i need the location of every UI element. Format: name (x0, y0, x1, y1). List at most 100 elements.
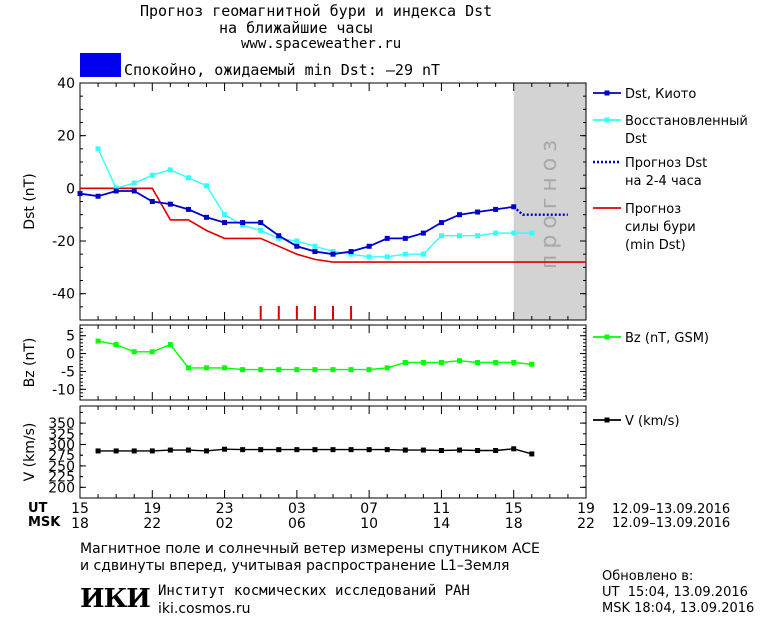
x-tick-label-ut: 19 (143, 501, 161, 517)
dst-kyoto-point (438, 220, 444, 226)
dst-kyoto-point (457, 212, 462, 218)
bz-point (167, 342, 173, 348)
bz-point (149, 349, 155, 355)
dst-kyoto-point (240, 220, 246, 226)
x-tick-label-ut: 19 (577, 501, 595, 517)
bz-point (276, 367, 282, 373)
dst-kyoto-point (475, 209, 481, 215)
bz-point (493, 360, 499, 365)
forecast-region-label: прогноз (537, 134, 562, 269)
y-tick-label: 5 (66, 329, 75, 345)
dst-kyoto-point (149, 199, 155, 204)
dst-kyoto-point (312, 249, 318, 255)
legend-dst-forecast-label: Прогноз Dst (625, 156, 707, 171)
bz-point (384, 365, 390, 371)
forecast-region (513, 83, 586, 320)
x-tick-label-msk: 14 (433, 516, 451, 532)
dst-restored-point (348, 251, 354, 257)
v-point (366, 447, 372, 453)
legend-storm-min-label: силы бури (625, 220, 696, 235)
dst-restored-point (511, 230, 517, 236)
bz-point (348, 367, 354, 373)
bz-point (330, 367, 336, 373)
v-point (167, 447, 173, 453)
bz-point (402, 360, 408, 365)
legend-dst-restored-swatch-marker (604, 117, 610, 123)
legend-dst-restored-label: Dst (625, 132, 647, 147)
v-point (312, 447, 318, 453)
v-point (95, 448, 101, 454)
dst-restored-point (149, 172, 155, 178)
dst-restored-point (185, 175, 191, 181)
ut-date-range: 12.09–13.09.2016 (612, 502, 731, 517)
site-url[interactable]: www.spaceweather.ru (241, 36, 402, 52)
dst-restored-point (457, 233, 462, 239)
x-tick-label-msk: 10 (360, 516, 378, 532)
dst-restored-point (529, 230, 535, 236)
dst-restored-point (204, 183, 209, 189)
y-tick-label: 275 (48, 448, 75, 464)
v-point (493, 448, 499, 454)
legend-storm-min-label: (min Dst) (625, 238, 686, 253)
v-point (529, 451, 535, 457)
dst-restored-point (438, 233, 444, 239)
y-tick-label: 0 (66, 181, 75, 197)
dst-kyoto-point (402, 235, 408, 241)
bz-panel: 5 0-5 -10 Bz (nT) (22, 324, 587, 401)
v-point (185, 447, 191, 453)
bz-point (240, 367, 246, 373)
dst-kyoto-point (131, 188, 137, 194)
dst-kyoto-point (348, 249, 354, 255)
x-tick-label-msk: 22 (577, 516, 595, 532)
msk-date-range: 12.09–13.09.2016 (612, 516, 731, 531)
dst-kyoto-point (167, 201, 173, 207)
dst-kyoto-point (511, 204, 517, 210)
dst-restored-point (312, 243, 318, 249)
v-point (348, 447, 354, 453)
dst-restored-point (95, 146, 101, 152)
dst-kyoto-point (77, 191, 83, 197)
legend-dst-restored-label: Восстановленный (625, 114, 748, 129)
y-tick-label: -40 (52, 287, 75, 303)
title-line-2: на ближайшие часы (219, 19, 373, 37)
v-point (402, 447, 408, 453)
dst-kyoto-point (493, 206, 499, 212)
dst-kyoto-point (294, 243, 300, 249)
y-tick-label: 350 (48, 416, 75, 432)
dst-kyoto-point (204, 214, 209, 220)
dst-restored-point (330, 249, 336, 255)
bz-point (185, 365, 191, 371)
x-tick-label-msk: 06 (288, 516, 306, 532)
bz-point (366, 367, 372, 373)
v-point (222, 446, 228, 452)
updated-ut: UT 15:04, 13.09.2016 (602, 585, 748, 600)
y-tick-label: -5 (61, 364, 75, 380)
dst-restored-point (167, 167, 173, 173)
bz-point (204, 365, 209, 371)
x-tick-label-ut: 07 (360, 501, 378, 517)
legend-dst-kyoto-label: Dst, Киото (625, 87, 696, 102)
v-point (457, 447, 462, 453)
iki-logo: ИКИ (80, 584, 151, 614)
dst-kyoto-point (420, 230, 426, 236)
v-point (438, 448, 444, 454)
institute-name: Институт космических исследований РАН (158, 583, 470, 599)
legend-bz-label: Bz (nT, GSM) (625, 331, 709, 346)
updated-msk: MSK 18:04, 13.09.2016 (602, 601, 755, 616)
dst-restored-point (113, 185, 119, 191)
y-tick-label: 300 (48, 438, 75, 454)
v-point (204, 448, 209, 454)
legend-dst-kyoto-swatch-marker (604, 90, 610, 96)
footer-note-1: Магнитное поле и солнечный ветер измерен… (80, 541, 540, 557)
v-point (294, 447, 300, 453)
institute-site[interactable]: iki.cosmos.ru (158, 601, 251, 617)
updated-label: Обновлено в: (602, 569, 694, 584)
x-tick-label-msk: 18 (71, 516, 89, 532)
status-text: Спокойно, ожидаемый min Dst: –29 nT (124, 61, 441, 79)
bz-point (258, 367, 264, 373)
v-point (240, 447, 246, 453)
dst-restored-point (294, 238, 300, 244)
legend: Dst, Киото Восстановленный Dst Прогноз Dst н… (593, 87, 748, 429)
y-axis-label: V (km/s) (22, 423, 38, 482)
